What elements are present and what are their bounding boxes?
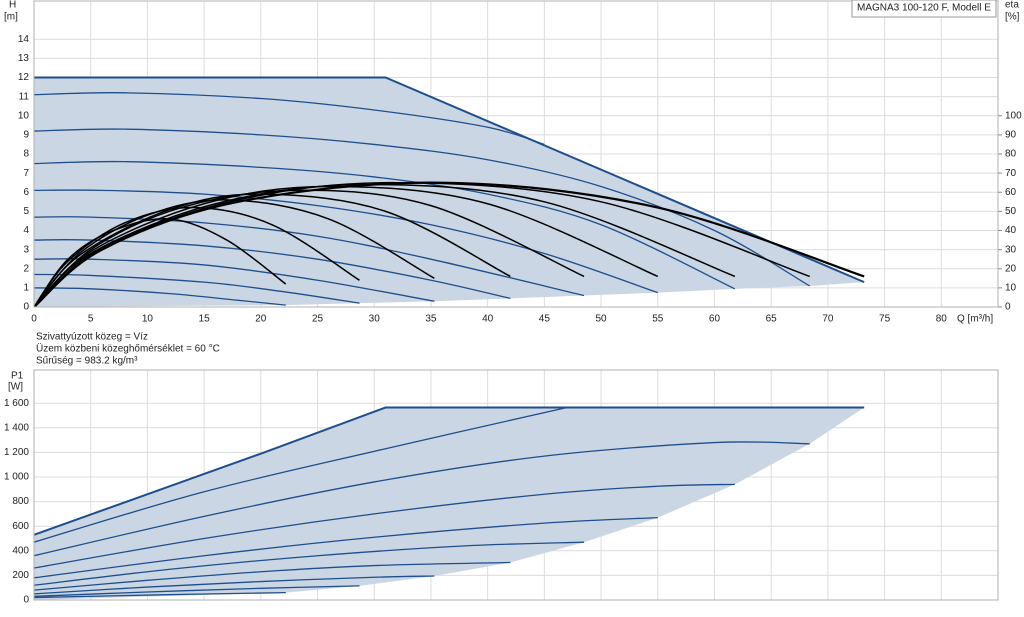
y2-tick-label: 10 xyxy=(1005,283,1017,294)
y-tick-label: 400 xyxy=(12,545,29,556)
efficiency-curve xyxy=(34,185,659,307)
y-tick-label: 10 xyxy=(18,110,30,121)
note: Üzem közbeni közeghőmérséklet = 60 °C xyxy=(36,343,220,355)
y2-tick-label: 60 xyxy=(1005,187,1017,198)
note: Szivattyúzott közeg = Víz xyxy=(36,332,148,343)
annotation: MAGNA3 100-120 F, Modell E xyxy=(857,3,991,14)
y-tick-label: 1 600 xyxy=(4,398,29,409)
y-tick-label: 1 200 xyxy=(4,447,29,458)
pump-curve xyxy=(34,287,286,306)
pump-curve xyxy=(34,128,811,287)
pump-curve xyxy=(34,238,511,300)
x-tick-label: 0 xyxy=(31,314,37,325)
y2-axis-label: eta xyxy=(1005,0,1019,11)
y-tick-label: 800 xyxy=(12,496,29,507)
pump-curve xyxy=(34,585,360,597)
x-tick-label: 25 xyxy=(312,314,324,325)
y2-tick-label: 70 xyxy=(1005,168,1017,179)
y-axis-label: H xyxy=(9,0,16,11)
efficiency-curve xyxy=(34,181,865,307)
y-tick-label: 1 400 xyxy=(4,422,29,433)
x-tick-label: 20 xyxy=(255,314,267,325)
y-tick-label: 1 xyxy=(23,283,29,294)
y-tick-label: 3 xyxy=(23,244,29,255)
plots: 0 5 10 15 20 25 30 35 40 45 50 55 60 65 70 75 8001234567… xyxy=(4,0,1022,606)
x-tick-label: 50 xyxy=(595,314,607,325)
plot-content xyxy=(34,76,865,307)
x-tick-label: 75 xyxy=(879,314,891,325)
y-tick-label: 13 xyxy=(18,53,30,64)
efficiency-curve xyxy=(34,181,810,307)
y2-tick-label: 50 xyxy=(1005,206,1017,217)
y-tick-label: 2 xyxy=(23,263,29,274)
y-tick-label: 4 xyxy=(23,225,29,236)
plot-frame xyxy=(33,0,999,308)
y-tick-label: 8 xyxy=(23,149,29,160)
y-axis-label: P1 xyxy=(11,371,24,382)
plot-frame xyxy=(33,369,999,601)
x-tick-label: 40 xyxy=(482,314,494,325)
max-curve xyxy=(34,76,865,284)
pump-curve xyxy=(34,483,735,569)
y2-tick-label: 30 xyxy=(1005,244,1017,255)
pump-curve xyxy=(34,92,545,146)
max-curve xyxy=(34,406,865,536)
pump-curve xyxy=(34,541,585,586)
y-tick-label: 7 xyxy=(23,168,29,179)
pump-curve xyxy=(34,575,435,595)
x-tick-label: 60 xyxy=(709,314,721,325)
y-tick-label: 5 xyxy=(23,206,29,217)
pump-curve xyxy=(34,273,360,304)
x-tick-label: 5 xyxy=(88,314,94,325)
y2-tick-label: 0 xyxy=(1005,302,1011,313)
pump-curve xyxy=(34,406,568,543)
pump-curve xyxy=(34,561,511,591)
y-tick-label: 14 xyxy=(18,34,30,45)
pump-curve xyxy=(34,516,658,579)
x-tick-label: 45 xyxy=(539,314,551,325)
y2-tick-label: 90 xyxy=(1005,130,1017,141)
x-tick-label: 10 xyxy=(142,314,154,325)
y2-axis-unit: [%] xyxy=(1005,12,1020,23)
plot-content xyxy=(34,406,865,600)
annotation-box xyxy=(851,0,997,18)
y-tick-label: 200 xyxy=(12,570,29,581)
x-tick-label: 35 xyxy=(425,314,437,325)
note: Sűrűség = 983.2 kg/m³ xyxy=(36,356,138,367)
x-tick-label: 70 xyxy=(822,314,834,325)
x-tick-label: 30 xyxy=(369,314,381,325)
y2-tick-label: 80 xyxy=(1005,149,1017,160)
y-tick-label: 6 xyxy=(23,187,29,198)
y-tick-label: 0 xyxy=(23,595,29,606)
x-tick-label: 80 xyxy=(936,314,948,325)
x-tick-label: 15 xyxy=(199,314,211,325)
y2-tick-label: 20 xyxy=(1005,263,1017,274)
y-tick-label: 600 xyxy=(12,521,29,532)
y-tick-label: 11 xyxy=(19,91,30,102)
x-axis-label: Q [m³/h] xyxy=(957,314,993,325)
y-axis-unit: [W] xyxy=(8,382,23,393)
pump-curve xyxy=(34,441,810,557)
y-tick-label: 9 xyxy=(23,130,29,141)
y-axis-unit: [m] xyxy=(4,12,18,23)
y-tick-label: 0 xyxy=(23,302,29,313)
pump-curve xyxy=(34,591,286,599)
pump-curve xyxy=(34,160,736,290)
x-tick-label: 55 xyxy=(652,314,664,325)
y-tick-label: 12 xyxy=(18,72,30,83)
y2-tick-label: 100 xyxy=(1005,110,1022,121)
pump-curve xyxy=(34,189,658,294)
y-tick-label: 1 000 xyxy=(4,472,29,483)
y2-tick-label: 40 xyxy=(1005,225,1017,236)
x-tick-label: 65 xyxy=(766,314,778,325)
